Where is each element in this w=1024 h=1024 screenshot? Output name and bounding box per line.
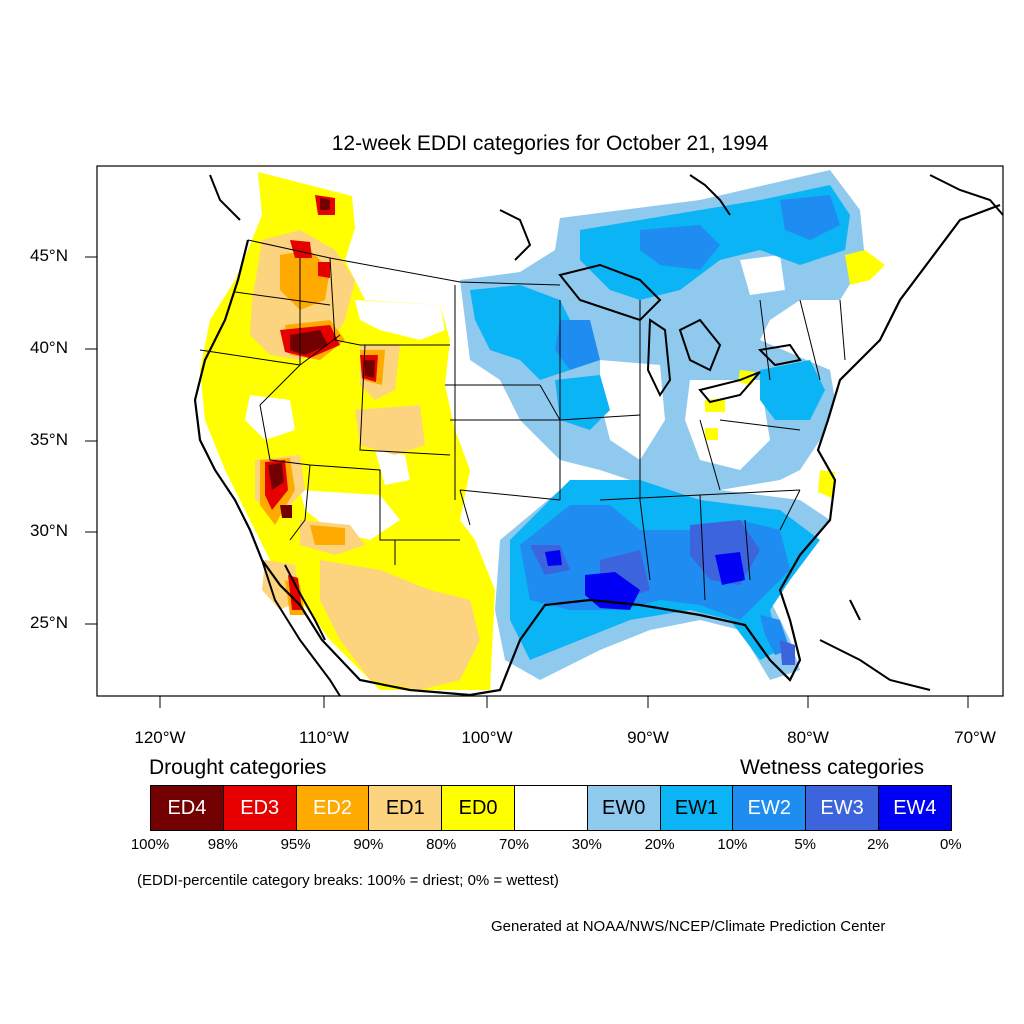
legend-swatch-ew1: EW1 [659,785,734,831]
lat-label-35: 35°N [30,430,68,449]
legend-swatch-ed4: ED4 [150,785,224,831]
legend-break-label: 95% [280,836,311,853]
lon-label-90: 90°W [627,728,669,747]
legend-swatch-neutral [514,785,588,831]
lon-label-120: 120°W [134,728,186,747]
legend-break-label: 80% [426,836,457,853]
legend-swatch-ew3: EW3 [805,785,879,831]
legend-break-label: 100% [130,836,170,853]
legend-break-label: 98% [207,836,238,853]
lat-label-30: 30°N [30,521,68,540]
legend-break-label: 5% [794,836,817,853]
legend-break-label: 10% [717,836,748,853]
map-frame [96,165,1004,697]
lon-label-100: 100°W [461,728,513,747]
lon-ticks [159,696,969,708]
lon-label-70: 70°W [954,728,996,747]
lon-label-110: 110°W [299,728,349,747]
credit-line: Generated at NOAA/NWS/NCEP/Climate Predi… [491,918,886,935]
legend-swatch-ew4: EW4 [878,785,952,831]
lat-ticks [85,256,97,625]
legend-swatch-ed0: ED0 [441,785,515,831]
lat-label-45: 45°N [30,246,68,265]
legend-swatch-ed2: ED2 [295,785,370,831]
legend-break-label: 2% [867,836,889,853]
legend-break-label: 90% [353,836,384,853]
legend-break-label: 0% [939,836,962,853]
legend-swatch-ew0: EW0 [586,785,661,831]
legend-swatch-ed1: ED1 [368,785,443,831]
boundaries [193,174,1003,696]
legend-break-label: 70% [498,836,530,853]
lat-label-40: 40°N [30,338,68,357]
legend-break-label: 30% [571,836,602,853]
legend-swatch-ew2: EW2 [732,785,807,831]
lat-label-25: 25°N [30,613,68,632]
lon-label-80: 80°W [787,728,829,747]
map-title: 12-week EDDI categories for October 21, … [331,132,769,155]
wetness-heading: Wetness categories [740,756,925,779]
drought-heading: Drought categories [149,756,327,779]
legend-swatch-ed3: ED3 [222,785,297,831]
legend-break-label: 20% [644,836,675,853]
drought-region [200,172,495,690]
map-field [97,166,1003,696]
category-note: (EDDI-percentile category breaks: 100% =… [137,872,559,889]
